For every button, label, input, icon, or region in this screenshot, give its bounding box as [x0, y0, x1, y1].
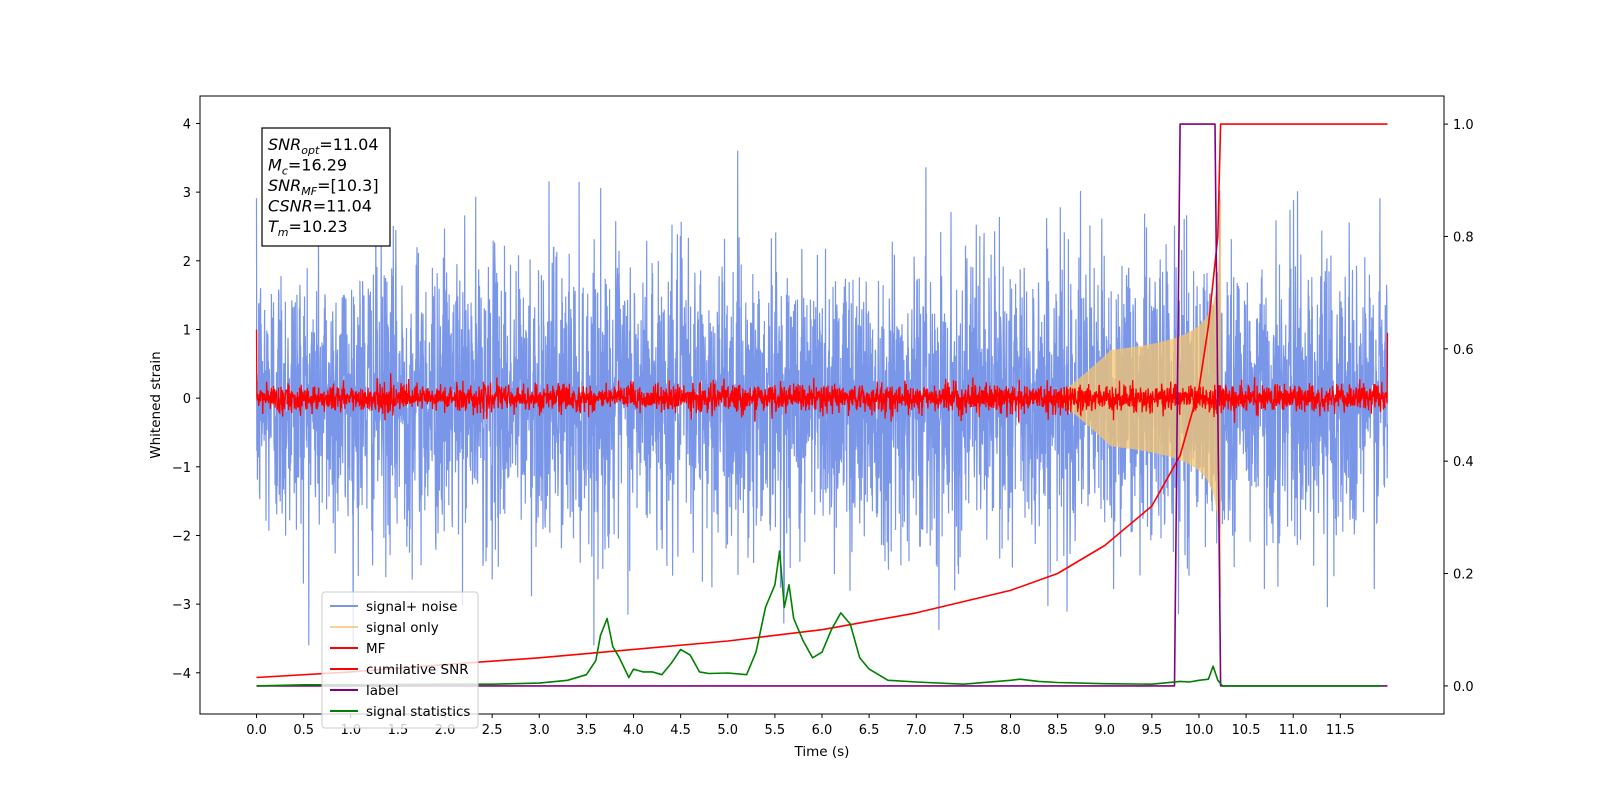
series-mf: [255, 329, 1389, 423]
y-tick-label: 1: [183, 323, 191, 338]
x-tick-label: 4.0: [623, 723, 644, 738]
legend-entry: signal+ noise: [366, 599, 457, 615]
annotation-box: SNRopt=11.04Mc=16.29SNRMF=[10.3]CSNR=11.…: [261, 127, 391, 247]
x-tick-label: 3.0: [529, 723, 550, 738]
y2-tick-label: 0.4: [1453, 455, 1474, 470]
x-tick-label: 10.0: [1184, 723, 1213, 738]
legend-entry: label: [366, 683, 399, 699]
y-tick-label: −3: [172, 598, 191, 613]
x-tick-label: 9.0: [1094, 723, 1115, 738]
y-tick-label: −2: [172, 529, 191, 544]
legend-frame: [321, 591, 479, 729]
annotation-frame: [261, 127, 391, 247]
x-tick-label: 11.5: [1326, 723, 1355, 738]
x-tick-label: 7.0: [906, 723, 927, 738]
x-tick-label: 5.5: [765, 723, 786, 738]
x-tick-label: 0.5: [293, 723, 314, 738]
x-axis-label: Time (s): [794, 744, 850, 760]
y-tick-label: 2: [183, 255, 191, 270]
series-cumilative-snr: [256, 123, 1388, 679]
y-tick-label: −1: [172, 461, 191, 476]
y-axis-left: 4 3 2 1 0 −1 −2 −3 −4: [172, 117, 200, 682]
series-signal-statistics: [256, 550, 1383, 687]
x-tick-label: 0.0: [246, 723, 267, 738]
y2-tick-label: 1.0: [1453, 118, 1474, 133]
x-tick-label: 8.0: [1000, 723, 1021, 738]
y2-tick-label: 0.8: [1453, 230, 1474, 245]
x-tick-label: 5.0: [717, 723, 738, 738]
y2-tick-label: 0.0: [1453, 680, 1474, 695]
annotation-line: SNRopt=11.04: [268, 135, 379, 157]
annotation-line: CSNR=11.04: [268, 197, 372, 216]
legend-entry: signal only: [366, 620, 439, 636]
x-tick-label: 11.0: [1279, 723, 1308, 738]
y-tick-label: 3: [183, 186, 191, 201]
x-tick-label: 7.5: [953, 723, 974, 738]
series-layer: [255, 123, 1389, 687]
legend-entry: cumilative SNR: [366, 662, 469, 678]
legend-entry: MF: [366, 641, 385, 657]
y2-tick-label: 0.2: [1453, 568, 1474, 583]
annotation-line: Mc=16.29: [268, 156, 347, 178]
series-signal-only: [1057, 198, 1222, 598]
x-axis: 0.0 0.5 1.0 1.5 2.0 2.5 3.0 3.5 4.0 4.5 5.0 5.5 6.0 6…: [246, 714, 1355, 738]
annotation-line: Tm=10.23: [268, 217, 348, 239]
x-tick-label: 6.0: [812, 723, 833, 738]
legend: signal+ noise signal only MF cumilative SNR…: [321, 591, 479, 729]
x-tick-label: 3.5: [576, 723, 597, 738]
x-tick-label: 9.5: [1142, 723, 1163, 738]
x-tick-label: 4.5: [670, 723, 691, 738]
x-tick-label: 8.5: [1047, 723, 1068, 738]
y-tick-label: −4: [172, 667, 191, 682]
y-tick-label: 0: [183, 392, 191, 407]
y-axis-label: Whitened strain: [148, 351, 164, 458]
legend-entry: signal statistics: [366, 704, 470, 720]
y-axis-right: 1.0 0.8 0.6 0.4 0.2 0.0: [1444, 118, 1474, 695]
y2-tick-label: 0.6: [1453, 343, 1474, 358]
y-tick-label: 4: [183, 117, 191, 132]
x-tick-label: 2.5: [482, 723, 503, 738]
annotation-line: SNRMF=[10.3]: [268, 176, 379, 198]
x-tick-label: 10.5: [1232, 723, 1261, 738]
x-tick-label: 6.5: [859, 723, 880, 738]
